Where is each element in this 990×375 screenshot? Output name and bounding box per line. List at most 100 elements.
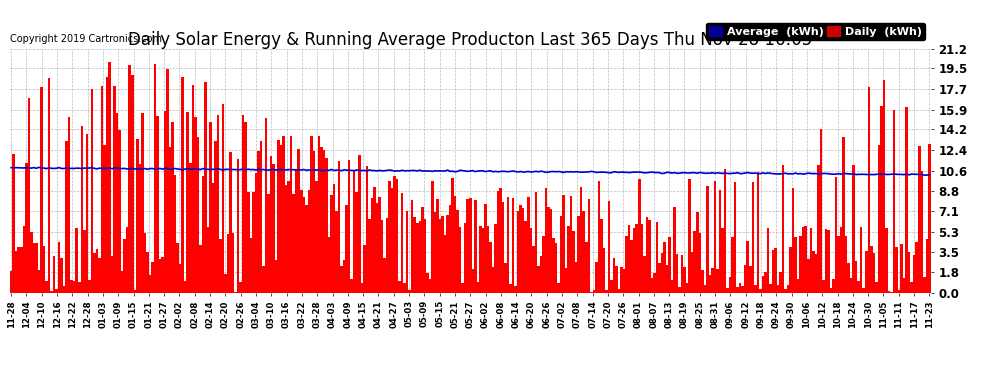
Bar — [43, 246, 46, 292]
Bar — [913, 255, 916, 292]
Bar — [716, 270, 719, 292]
Bar — [28, 98, 30, 292]
Bar — [144, 233, 147, 292]
Bar — [275, 260, 277, 292]
Bar — [416, 224, 419, 292]
Bar — [131, 75, 134, 292]
Bar — [347, 160, 350, 292]
Bar — [219, 239, 222, 292]
Bar — [875, 282, 877, 292]
Bar — [189, 164, 191, 292]
Bar — [318, 136, 320, 292]
Bar — [52, 256, 55, 292]
Bar — [918, 146, 921, 292]
Bar — [184, 281, 186, 292]
Bar — [353, 171, 355, 292]
Bar — [789, 247, 792, 292]
Bar — [391, 188, 393, 292]
Bar — [287, 181, 290, 292]
Bar — [830, 288, 833, 292]
Bar — [638, 179, 641, 292]
Bar — [835, 177, 838, 292]
Bar — [877, 144, 880, 292]
Bar — [779, 272, 782, 292]
Bar — [456, 210, 459, 292]
Bar — [636, 224, 638, 292]
Bar — [186, 112, 189, 292]
Bar — [838, 236, 840, 292]
Bar — [378, 197, 381, 292]
Bar — [522, 208, 525, 292]
Bar — [719, 190, 722, 292]
Bar — [280, 145, 282, 292]
Bar — [547, 207, 549, 292]
Bar — [308, 190, 310, 292]
Bar — [252, 192, 254, 292]
Bar — [227, 234, 230, 292]
Bar — [320, 147, 323, 292]
Bar — [676, 254, 678, 292]
Bar — [792, 188, 794, 292]
Bar — [769, 284, 771, 292]
Bar — [540, 256, 543, 292]
Bar — [849, 278, 852, 292]
Bar — [678, 287, 681, 292]
Bar — [623, 268, 626, 292]
Bar — [696, 211, 699, 292]
Bar — [481, 228, 484, 292]
Bar — [282, 136, 285, 292]
Bar — [242, 116, 245, 292]
Bar — [136, 139, 139, 292]
Bar — [608, 201, 610, 292]
Bar — [197, 137, 199, 292]
Bar — [267, 194, 269, 292]
Bar — [453, 196, 456, 292]
Bar — [737, 287, 739, 292]
Bar — [358, 155, 360, 292]
Bar — [683, 267, 686, 292]
Bar — [895, 246, 898, 292]
Bar — [23, 226, 25, 292]
Bar — [844, 236, 847, 292]
Bar — [464, 223, 466, 292]
Bar — [530, 228, 532, 292]
Bar — [840, 226, 842, 292]
Bar — [671, 279, 673, 292]
Bar — [852, 165, 855, 292]
Bar — [73, 281, 75, 292]
Bar — [257, 151, 259, 292]
Bar — [714, 182, 716, 292]
Bar — [906, 107, 908, 292]
Bar — [355, 192, 358, 292]
Bar — [681, 255, 683, 292]
Bar — [106, 76, 108, 292]
Bar — [240, 282, 242, 292]
Bar — [166, 69, 169, 292]
Bar — [739, 283, 742, 292]
Bar — [572, 231, 575, 292]
Bar — [527, 197, 530, 292]
Bar — [860, 226, 862, 292]
Bar — [20, 248, 23, 292]
Bar — [85, 134, 88, 292]
Bar — [512, 198, 515, 292]
Bar — [880, 106, 883, 292]
Bar — [113, 86, 116, 292]
Bar — [297, 149, 300, 292]
Bar — [645, 217, 648, 292]
Bar — [509, 284, 512, 292]
Bar — [734, 182, 737, 292]
Bar — [766, 228, 769, 292]
Bar — [557, 283, 559, 292]
Bar — [782, 165, 784, 292]
Bar — [313, 151, 315, 292]
Bar — [437, 199, 439, 292]
Bar — [269, 156, 272, 292]
Bar — [538, 266, 540, 292]
Bar — [810, 228, 812, 292]
Bar — [499, 188, 502, 292]
Bar — [442, 216, 444, 292]
Bar — [855, 261, 857, 292]
Bar — [867, 87, 870, 292]
Bar — [78, 282, 80, 292]
